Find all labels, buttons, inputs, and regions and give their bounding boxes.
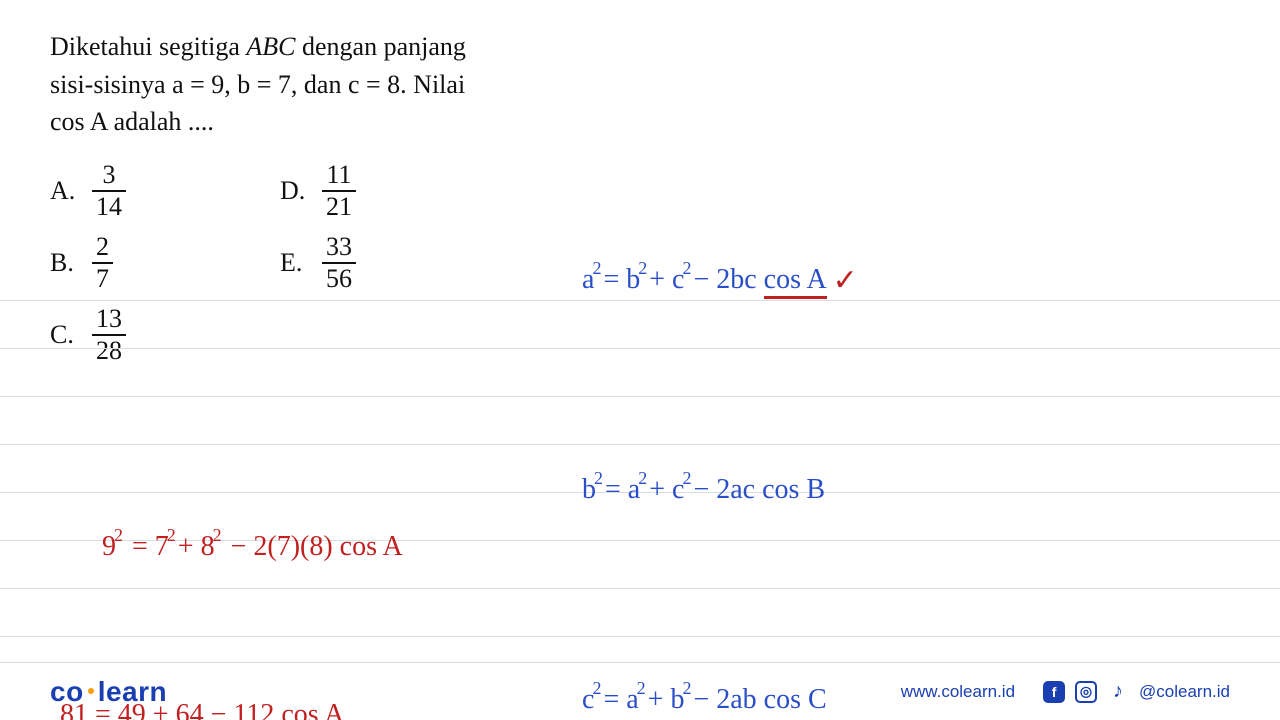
footer-url[interactable]: www.colearn.id <box>901 682 1015 702</box>
hw-underline: cos A <box>764 264 827 299</box>
hw: = b <box>603 264 640 295</box>
check-icon: ✓ <box>833 258 858 303</box>
option-e[interactable]: E. 33 56 <box>280 227 490 299</box>
option-c[interactable]: C. 13 28 <box>50 299 260 371</box>
option-d-label: D. <box>280 176 308 206</box>
q-line1-ital: ABC <box>246 32 295 61</box>
hw: = a <box>605 474 640 505</box>
footer: colearn www.colearn.id f ◎ ♪ @colearn.id <box>0 662 1280 720</box>
option-a[interactable]: A. 3 14 <box>50 155 260 227</box>
hw-sup: 2 <box>167 525 176 545</box>
hw-sup: 2 <box>638 468 647 488</box>
tiktok-icon[interactable]: ♪ <box>1107 681 1129 703</box>
frac-den: 7 <box>92 262 113 292</box>
option-d[interactable]: D. 11 21 <box>280 155 490 227</box>
option-e-label: E. <box>280 248 308 278</box>
page: Diketahui segitiga ABC dengan panjang si… <box>0 0 1280 720</box>
frac-num: 33 <box>322 234 356 262</box>
logo: colearn <box>50 676 167 708</box>
hw: + 8 <box>178 531 215 562</box>
hw-sup: 2 <box>638 258 647 278</box>
option-d-fraction: 11 21 <box>322 162 356 220</box>
frac-num: 11 <box>322 162 355 190</box>
hw-sup: 2 <box>682 258 691 278</box>
frac-den: 21 <box>322 190 356 220</box>
question-text: Diketahui segitiga ABC dengan panjang si… <box>50 28 1230 141</box>
option-a-label: A. <box>50 176 78 206</box>
logo-dot-icon <box>88 688 94 694</box>
hw-sup: 2 <box>592 258 601 278</box>
hw: + c <box>649 264 684 295</box>
q-line2: sisi-sisinya a = 9, b = 7, dan c = 8. Ni… <box>50 66 1230 104</box>
socials: f ◎ ♪ @colearn.id <box>1043 681 1230 703</box>
handwriting-blue: a2= b2+ c2− 2bc cos A✓ b2= a2+ c2− 2ac c… <box>540 130 858 720</box>
option-b-label: B. <box>50 248 78 278</box>
option-b-fraction: 2 7 <box>92 234 113 292</box>
hw-sup: 2 <box>213 525 222 545</box>
hw-sup: 2 <box>114 525 123 545</box>
frac-den: 56 <box>322 262 356 292</box>
hw-sup: 2 <box>594 468 603 488</box>
option-c-fraction: 13 28 <box>92 306 126 364</box>
option-e-fraction: 33 56 <box>322 234 356 292</box>
blue-line-2: b2= a2+ c2− 2ac cos B <box>540 427 858 553</box>
hw: − 2bc <box>693 264 763 295</box>
hw: = 7 <box>132 531 169 562</box>
frac-den: 28 <box>92 334 126 364</box>
option-b[interactable]: B. 2 7 <box>50 227 260 299</box>
frac-den: 14 <box>92 190 126 220</box>
option-a-fraction: 3 14 <box>92 162 126 220</box>
social-handle[interactable]: @colearn.id <box>1139 682 1230 702</box>
q-line1-pre: Diketahui segitiga <box>50 32 246 61</box>
frac-num: 2 <box>92 234 113 262</box>
hw: + c <box>649 474 684 505</box>
facebook-icon[interactable]: f <box>1043 681 1065 703</box>
frac-num: 13 <box>92 306 126 334</box>
frac-num: 3 <box>99 162 120 190</box>
instagram-icon[interactable]: ◎ <box>1075 681 1097 703</box>
logo-learn: learn <box>98 676 167 707</box>
logo-co: co <box>50 676 84 707</box>
hw-sup: 2 <box>682 468 691 488</box>
blue-line-1: a2= b2+ c2− 2bc cos A✓ <box>540 214 858 343</box>
red-line-1: 92 = 72+ 82 − 2(7)(8) cos A <box>60 484 403 610</box>
hw: − 2ac cos B <box>693 474 825 505</box>
q-line1-post: dengan panjang <box>296 32 466 61</box>
hw: − 2(7)(8) cos A <box>231 531 403 562</box>
option-c-label: C. <box>50 320 78 350</box>
